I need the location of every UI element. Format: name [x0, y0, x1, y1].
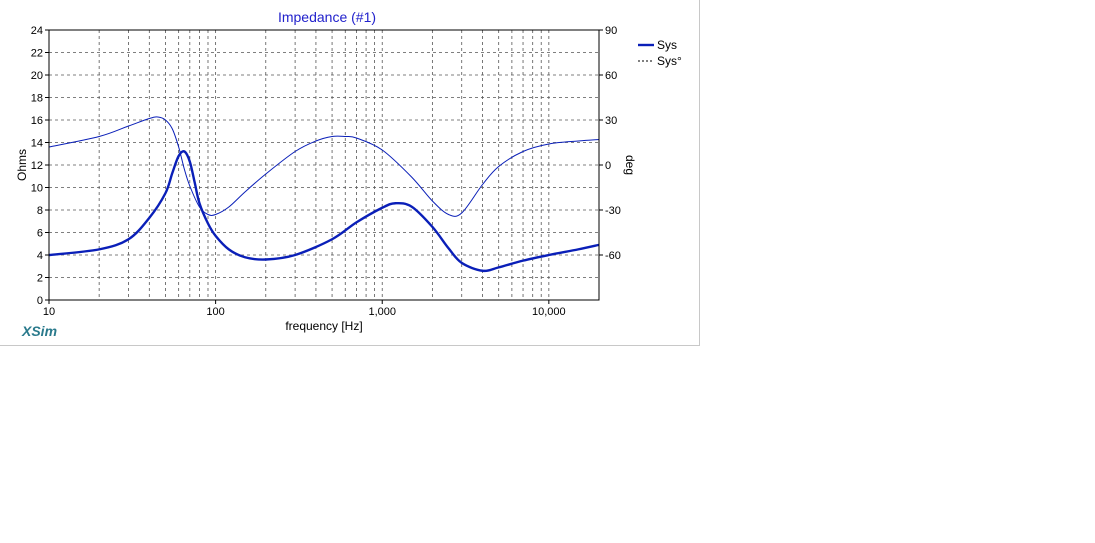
series-line-sys-phase — [48, 116, 600, 217]
y-tick-label: 10 — [31, 183, 43, 195]
x-axis-ticks: 10 100 1,000 10,000 — [43, 300, 566, 318]
plot-frame — [48, 29, 600, 301]
y2-tick-label: 30 — [605, 115, 617, 127]
y-tick-label: 0 — [37, 295, 43, 307]
series — [48, 116, 600, 273]
chart-panel: Impedance (#1) 0 2 4 6 8 10 12 14 16 18 20 22 24 -60… — [0, 0, 700, 346]
x-tick-label: 10,000 — [532, 306, 566, 318]
x-tick-label: 100 — [206, 306, 224, 318]
y-tick-label: 4 — [37, 250, 43, 262]
y2-axis-ticks: -60 -30 0 30 60 90 — [599, 25, 621, 262]
y-tick-label: 2 — [37, 273, 43, 285]
series-line-sys — [48, 150, 600, 273]
y-axis-label: Ohms — [15, 149, 29, 181]
x-tick-label: 10 — [43, 306, 55, 318]
y-tick-label: 8 — [37, 205, 43, 217]
y-tick-label: 12 — [31, 160, 43, 172]
y2-tick-label: -60 — [605, 250, 621, 262]
y-tick-label: 6 — [37, 228, 43, 240]
y2-tick-label: 0 — [605, 160, 611, 172]
y-tick-label: 14 — [31, 138, 43, 150]
y2-tick-label: 60 — [605, 70, 617, 82]
y-tick-label: 18 — [31, 93, 43, 105]
legend-label-sys: Sys — [657, 38, 677, 52]
xsim-logo: XSim — [22, 323, 58, 339]
y-tick-label: 22 — [31, 48, 43, 60]
y-tick-label: 16 — [31, 115, 43, 127]
x-axis-label: frequency [Hz] — [285, 319, 362, 333]
chart-title: Impedance (#1) — [278, 9, 376, 25]
legend: Sys Sys° — [638, 38, 682, 68]
y2-axis-label: deg — [623, 155, 637, 175]
y2-tick-label: -30 — [605, 205, 621, 217]
y-tick-label: 24 — [31, 25, 43, 37]
y2-tick-label: 90 — [605, 25, 617, 37]
grid — [49, 30, 599, 300]
legend-label-sys-phase: Sys° — [657, 54, 682, 68]
x-tick-label: 1,000 — [368, 306, 396, 318]
y-tick-label: 20 — [31, 70, 43, 82]
